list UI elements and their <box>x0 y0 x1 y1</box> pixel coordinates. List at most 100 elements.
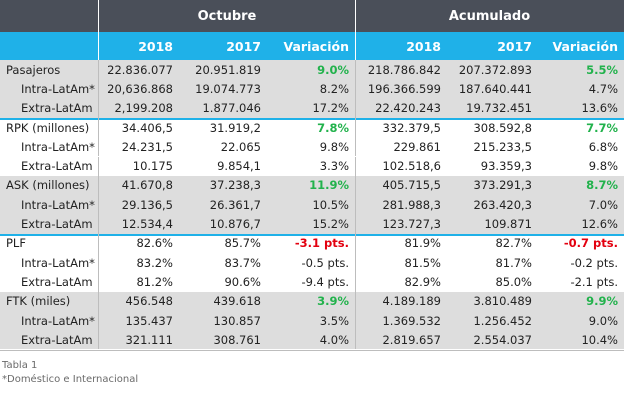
variation-cell: 13.6% <box>581 101 618 116</box>
variation-cell: 3.9% <box>317 294 349 309</box>
header-columns-row: 2018 2017 Variación 2018 2017 Variación <box>0 32 624 60</box>
column-divider <box>355 233 356 253</box>
table-row-sub: Intra-LatAm* 83.2% 83.7% -0.5 pts. 81.5% 81.7… <box>0 253 624 273</box>
value-cell: 82.6% <box>136 236 173 251</box>
header-divider <box>98 0 99 32</box>
value-cell: 37.238,3 <box>209 178 261 193</box>
column-divider <box>98 156 99 176</box>
value-cell: 34.406,5 <box>121 120 173 135</box>
column-divider <box>98 79 99 99</box>
value-cell: 439.618 <box>213 294 261 309</box>
variation-cell: 3.5% <box>319 313 349 328</box>
row-label: PLF <box>6 236 26 251</box>
row-label: Extra-LatAm <box>21 217 93 232</box>
value-cell: 373.291,3 <box>473 178 532 193</box>
value-cell: 9.854,1 <box>217 159 261 174</box>
row-label: Extra-LatAm <box>21 159 93 174</box>
value-cell: 22.065 <box>220 139 261 154</box>
value-cell: 456.548 <box>125 294 173 309</box>
value-cell: 1.877.046 <box>202 101 261 116</box>
variation-cell: -0.7 pts. <box>563 236 618 251</box>
value-cell: 2.554.037 <box>473 332 532 347</box>
column-divider <box>355 214 356 234</box>
variation-cell: 9.8% <box>319 139 349 154</box>
table-row-sub: Extra-LatAm 81.2% 90.6% -9.4 pts. 82.9% 85.0%… <box>0 272 624 292</box>
value-cell: 90.6% <box>224 274 261 289</box>
value-cell: 20.951.819 <box>195 62 261 77</box>
value-cell: 308.592,8 <box>473 120 532 135</box>
variation-cell: 15.2% <box>312 217 349 232</box>
table-row-sub: Intra-LatAm* 29.136,5 26.361,7 10.5% 281.988… <box>0 195 624 215</box>
column-divider <box>98 291 99 311</box>
value-cell: 24.231,5 <box>121 139 173 154</box>
variation-cell: 3.3% <box>319 159 349 174</box>
col-header-acum-2017: 2017 <box>497 38 532 54</box>
column-divider <box>355 253 356 273</box>
row-label: RPK (millones) <box>6 120 90 135</box>
variation-cell: 5.5% <box>586 62 618 77</box>
value-cell: 196.366.599 <box>367 81 441 96</box>
row-label: Intra-LatAm* <box>21 81 95 96</box>
value-cell: 41.670,8 <box>121 178 173 193</box>
column-divider <box>355 272 356 292</box>
variation-cell: 8.7% <box>586 178 618 193</box>
variation-cell: 17.2% <box>312 101 349 116</box>
column-divider <box>98 272 99 292</box>
column-divider <box>98 60 99 80</box>
variation-cell: 9.0% <box>317 62 349 77</box>
row-label: FTK (miles) <box>6 294 71 309</box>
column-divider <box>355 175 356 196</box>
variation-cell: 10.4% <box>581 332 618 347</box>
table-row-sub: Extra-LatAm 10.175 9.854,1 3.3% 102.518,6 93.… <box>0 156 624 176</box>
column-divider <box>355 98 356 118</box>
column-divider <box>98 195 99 215</box>
value-cell: 82.7% <box>495 236 532 251</box>
value-cell: 81.2% <box>136 274 173 289</box>
table-row-metric: FTK (miles) 456.548 439.618 3.9% 4.189.189 3.… <box>0 291 624 311</box>
variation-cell: -2.1 pts. <box>570 274 618 289</box>
table-footnote: *Doméstico e Internacional <box>2 374 139 385</box>
column-divider <box>98 233 99 253</box>
column-divider <box>355 195 356 215</box>
col-header-oct-2018: 2018 <box>138 38 173 54</box>
variation-cell: -0.5 pts. <box>301 255 349 270</box>
table-row-metric: PLF 82.6% 85.7% -3.1 pts. 81.9% 82.7% -0.7 pts… <box>0 233 624 253</box>
value-cell: 218.786.842 <box>367 62 441 77</box>
variation-cell: 9.9% <box>586 294 618 309</box>
value-cell: 2.819.657 <box>382 332 441 347</box>
header-octubre: Octubre <box>197 8 257 24</box>
value-cell: 123.727,3 <box>382 217 441 232</box>
value-cell: 2,199.208 <box>114 101 173 116</box>
column-divider <box>98 98 99 118</box>
value-cell: 263.420,3 <box>473 197 532 212</box>
value-cell: 4.189.189 <box>382 294 441 309</box>
variation-cell: 11.9% <box>309 178 349 193</box>
value-cell: 31.919,2 <box>209 120 261 135</box>
variation-cell: 4.0% <box>319 332 349 347</box>
table-row-sub: Intra-LatAm* 135.437 130.857 3.5% 1.369.532 1… <box>0 310 624 331</box>
value-cell: 22.420.243 <box>375 101 441 116</box>
value-cell: 130.857 <box>213 313 261 328</box>
value-cell: 83.2% <box>136 255 173 270</box>
value-cell: 81.7% <box>495 255 532 270</box>
row-label: Pasajeros <box>6 62 61 77</box>
header-divider <box>98 32 99 60</box>
value-cell: 207.372.893 <box>458 62 532 77</box>
table-row-sub: Intra-LatAm* 24.231,5 22.065 9.8% 229.861 215… <box>0 137 624 157</box>
value-cell: 1.256.452 <box>473 313 532 328</box>
value-cell: 93.359,3 <box>480 159 532 174</box>
value-cell: 3.810.489 <box>473 294 532 309</box>
value-cell: 109.871 <box>484 217 532 232</box>
column-divider <box>355 291 356 311</box>
table-caption: Tabla 1 <box>2 360 38 371</box>
table-row-sub: Extra-LatAm 2,199.208 1.877.046 17.2% 22.420… <box>0 98 624 118</box>
variation-cell: 12.6% <box>581 217 618 232</box>
value-cell: 135.437 <box>125 313 173 328</box>
table-row-sub: Extra-LatAm 12.534,4 10.876,7 15.2% 123.727,… <box>0 214 624 234</box>
value-cell: 81.9% <box>404 236 441 251</box>
header-divider <box>355 0 356 32</box>
header-group-row: Octubre Acumulado <box>0 0 624 32</box>
table-row-metric: Pasajeros 22.836.077 20.951.819 9.0% 218.786… <box>0 60 624 80</box>
row-label: Extra-LatAm <box>21 332 93 347</box>
row-label: Intra-LatAm* <box>21 197 95 212</box>
